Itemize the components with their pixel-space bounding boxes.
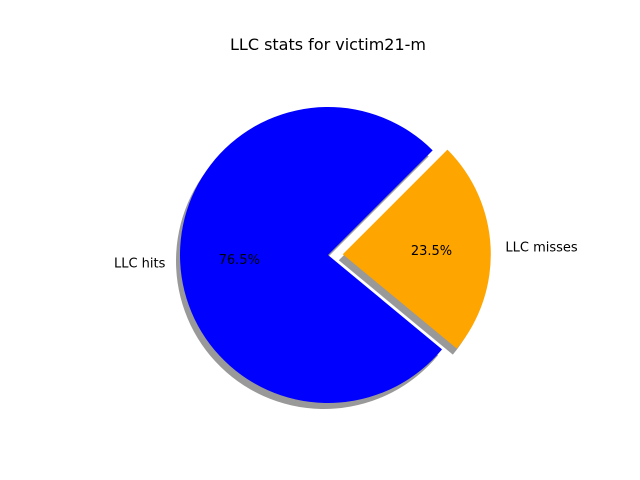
slice-percent-label: 23.5%	[411, 244, 452, 259]
slice-label: LLC hits	[114, 257, 166, 272]
pie-labels: LLC hits 76.5% LLC misses 23.5%	[114, 241, 578, 272]
slice-label: LLC misses	[505, 241, 578, 256]
pie-slice-llc-hits	[179, 107, 443, 404]
chart-title: LLC stats for victim21-m	[230, 35, 426, 54]
slice-percent-label: 76.5%	[219, 253, 260, 268]
pie-slices	[179, 107, 491, 404]
pie-slice-llc-misses	[342, 149, 491, 349]
